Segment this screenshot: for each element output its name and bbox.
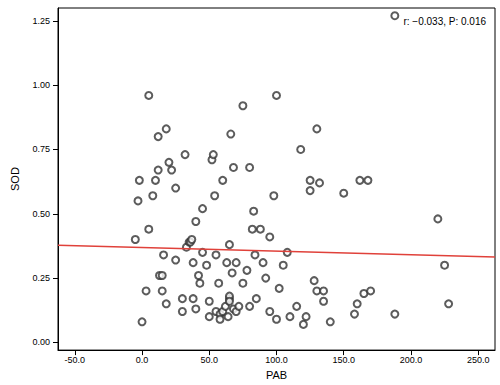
svg-text:1.25: 1.25 (32, 16, 50, 26)
svg-text:0.00: 0.00 (32, 337, 50, 347)
svg-text:250.0: 250.0 (467, 355, 490, 365)
svg-text:0.75: 0.75 (32, 144, 50, 154)
svg-text:200.0: 200.0 (400, 355, 423, 365)
svg-text:0.0: 0.0 (136, 355, 149, 365)
svg-text:0.25: 0.25 (32, 273, 50, 283)
svg-text:0.50: 0.50 (32, 209, 50, 219)
svg-text:r: −0.033, P: 0.016: r: −0.033, P: 0.016 (403, 16, 486, 27)
svg-text:100.0: 100.0 (265, 355, 288, 365)
svg-text:50.0: 50.0 (201, 355, 219, 365)
svg-text:150.0: 150.0 (332, 355, 355, 365)
svg-text:-50.0: -50.0 (65, 355, 86, 365)
svg-text:PAB: PAB (266, 369, 287, 381)
svg-text:1.00: 1.00 (32, 80, 50, 90)
svg-text:SOD: SOD (9, 167, 21, 191)
